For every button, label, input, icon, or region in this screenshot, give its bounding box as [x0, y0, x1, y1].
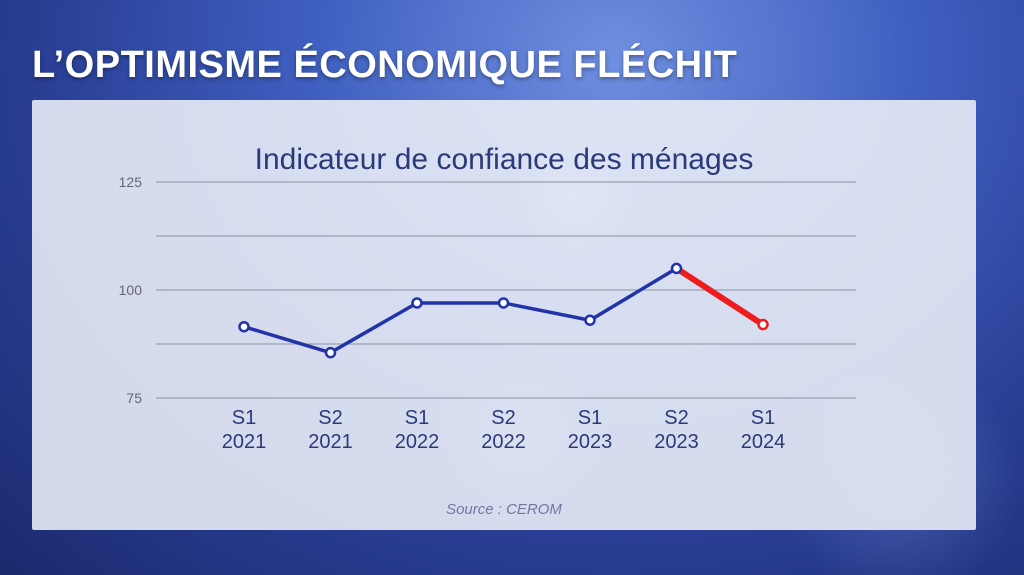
x-tick-label: S1 2023	[568, 407, 613, 453]
x-tick-label: S2 2022	[481, 407, 526, 453]
source-note: Source : CEROM	[446, 501, 562, 518]
data-point	[324, 346, 337, 359]
highlight-segment	[673, 265, 766, 328]
chart-card: Indicateur de confiance des ménages 75 10…	[32, 100, 976, 530]
x-tick-label: S1 2021	[222, 407, 267, 453]
x-tick-label: S1 2024	[741, 407, 786, 453]
data-point	[757, 318, 769, 331]
chart-title: Indicateur de confiance des ménages	[254, 143, 754, 176]
data-point	[411, 297, 423, 309]
y-tick-label: 100	[119, 282, 143, 298]
y-tick-label: 75	[126, 390, 142, 406]
y-tick-label: 125	[119, 174, 143, 190]
data-point	[497, 297, 510, 309]
headline: L’OPTIMISME ÉCONOMIQUE FLÉCHIT	[32, 44, 738, 86]
data-point	[584, 314, 596, 326]
x-tick-label: S2 2023	[654, 407, 699, 453]
data-point	[238, 320, 250, 333]
data-point	[670, 262, 683, 275]
x-tick-label: S2 2021	[308, 407, 353, 453]
series-line	[243, 266, 678, 355]
x-tick-label: S1 2022	[395, 407, 440, 453]
line-chart: 75 100 125 S1 2021 S2 2021 S1 2022 S2 2022 S1 2023 S2…	[119, 174, 856, 453]
